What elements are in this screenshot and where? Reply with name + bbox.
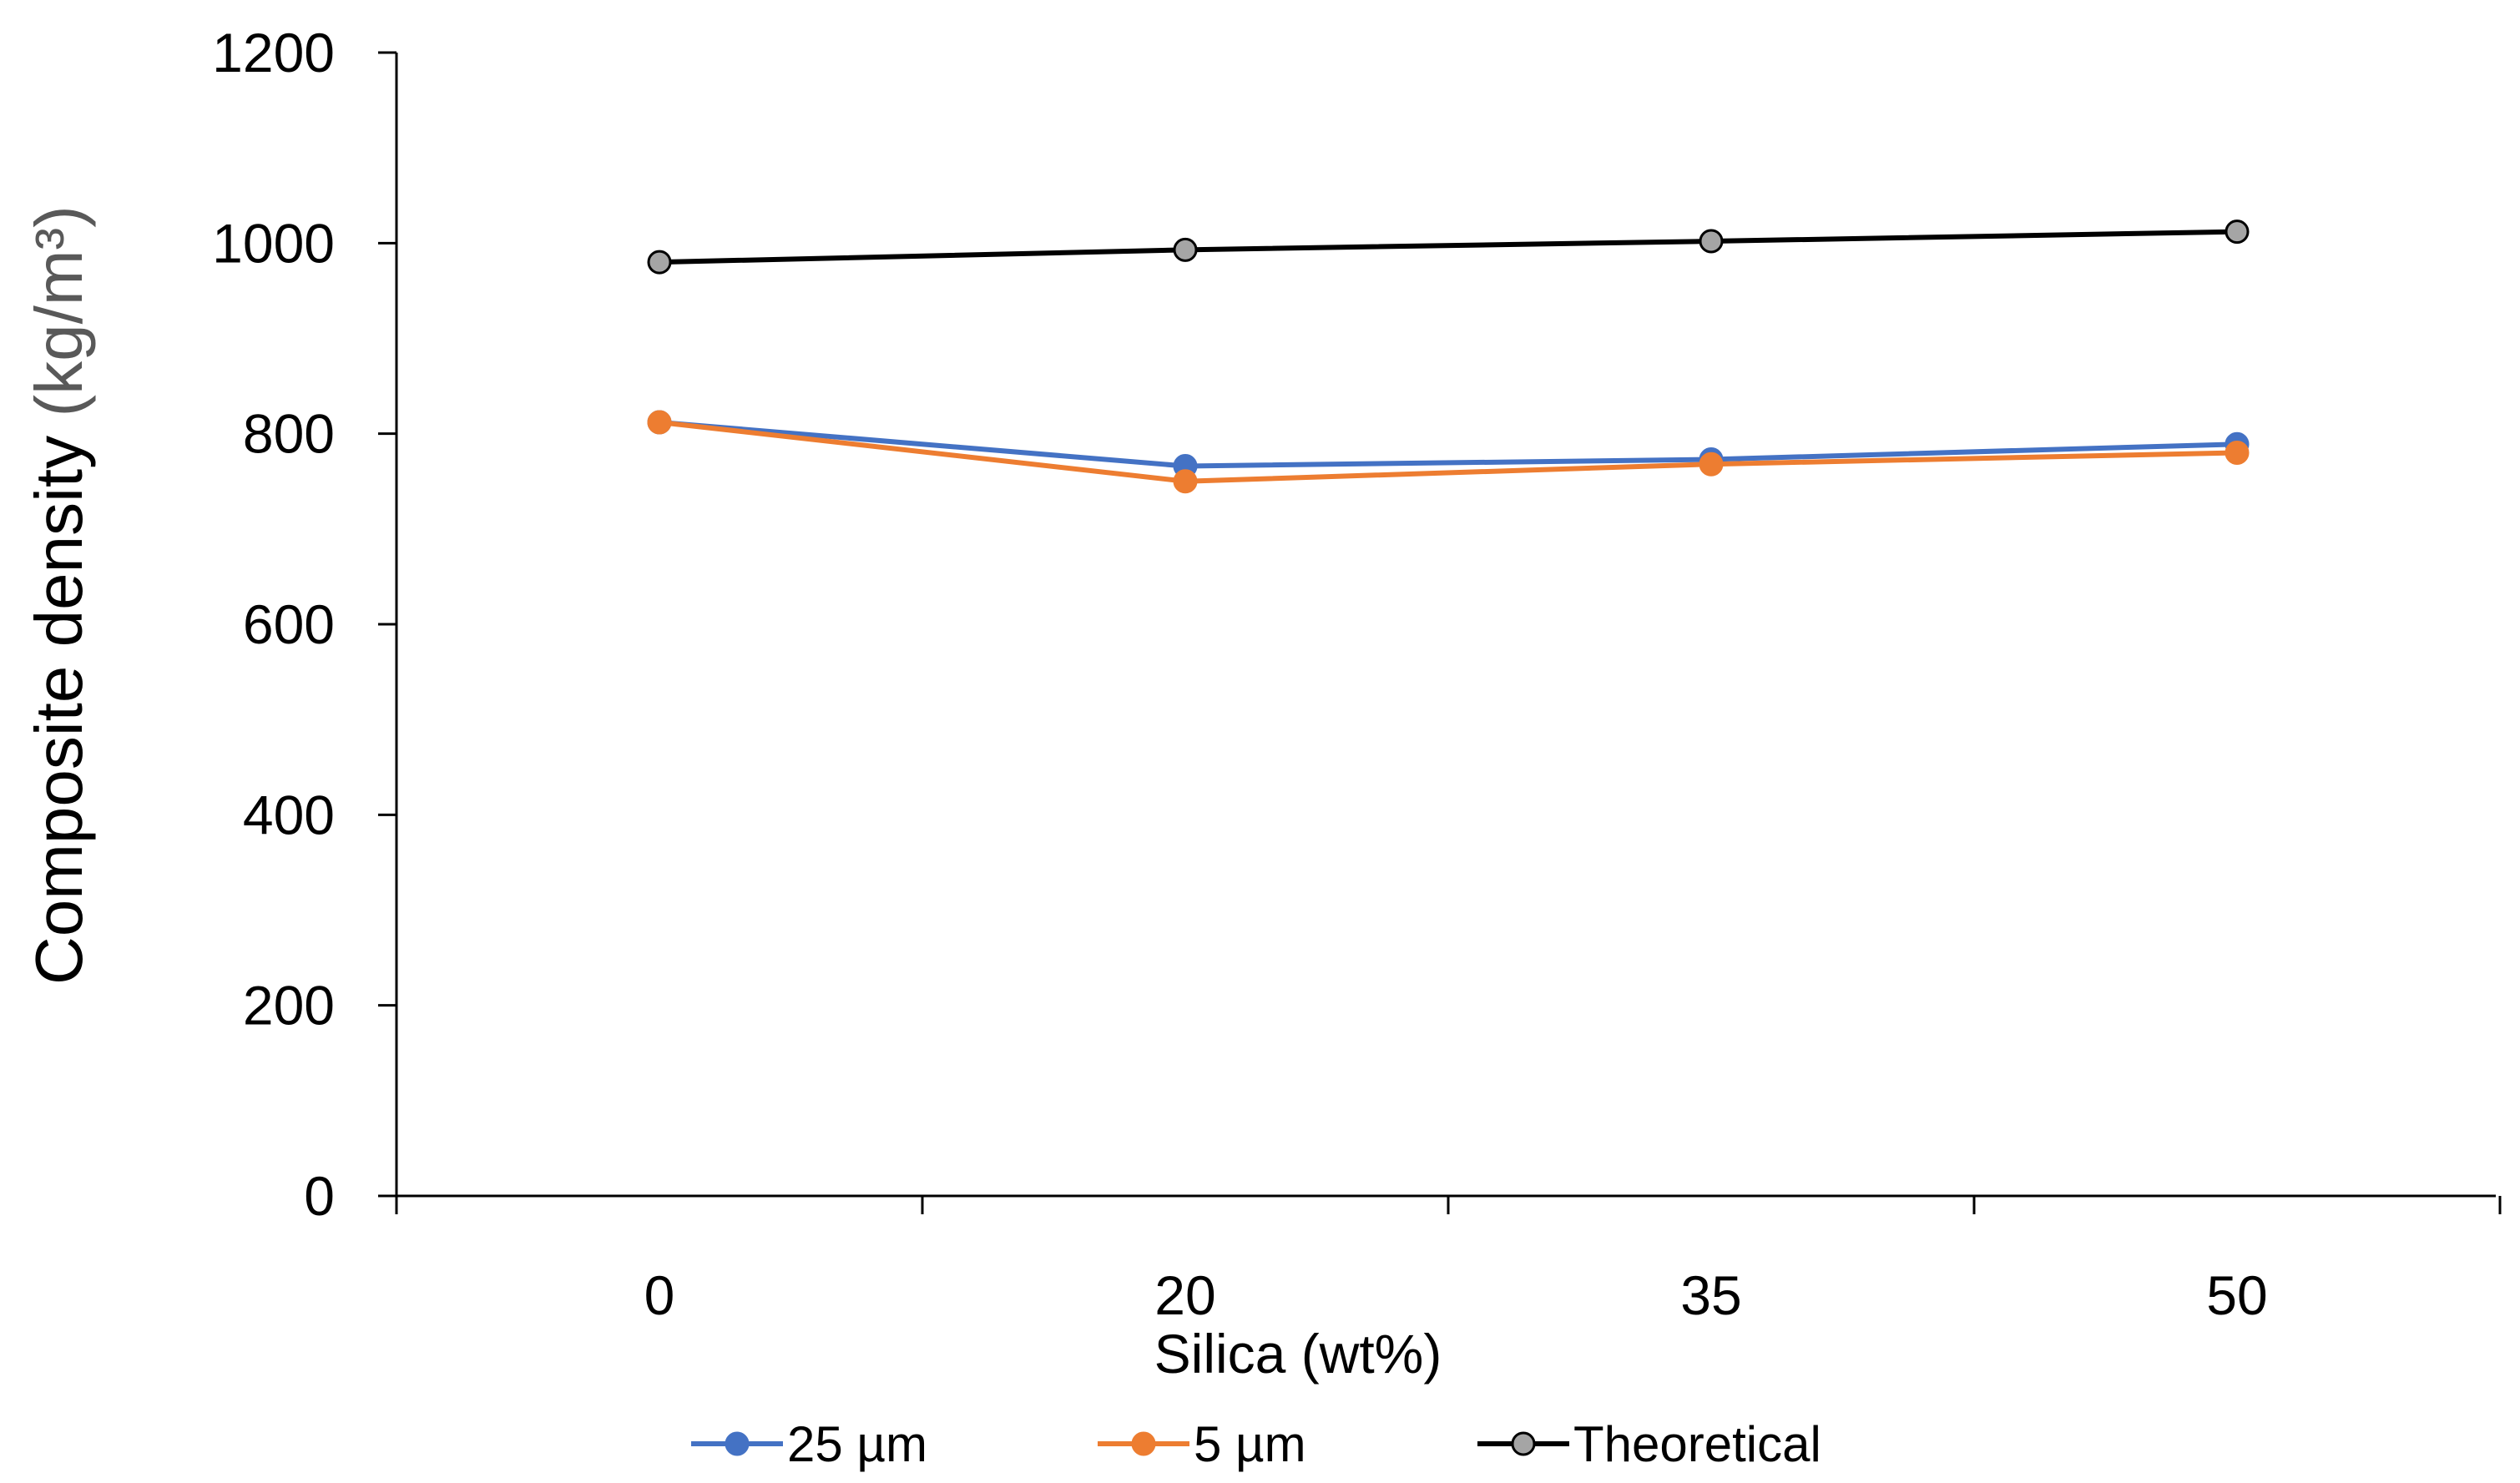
legend: 25 µm 5 µm Theoretical xyxy=(691,1416,1821,1472)
y-axis-title: Composite density (kg/m³) xyxy=(22,205,96,985)
legend-item-25-m: 25 µm xyxy=(691,1416,927,1472)
legend-marker-25-m xyxy=(725,1431,750,1456)
legend-marker-5-m xyxy=(1131,1431,1156,1456)
point-5-m-35 xyxy=(1699,451,1724,477)
x-tick-label-20: 20 xyxy=(1154,1264,1215,1326)
y-tick-label-800: 800 xyxy=(243,403,335,465)
y-axis-title-unit: (kg/m³) xyxy=(22,205,96,416)
series-line-25-m xyxy=(659,419,2238,469)
legend-label-25-m: 25 µm xyxy=(787,1416,927,1472)
series-25-m xyxy=(647,410,2250,478)
legend-label-5-m: 5 µm xyxy=(1194,1416,1306,1472)
point-theoretical-20 xyxy=(1173,237,1198,262)
point-theoretical-35 xyxy=(1699,229,1724,254)
series-theoretical xyxy=(647,219,2250,275)
y-tick-label-1200: 1200 xyxy=(212,22,335,83)
x-tick-label-50: 50 xyxy=(2206,1264,2267,1326)
series-5-m xyxy=(647,410,2250,494)
series-line-theoretical xyxy=(659,229,2238,265)
point-5-m-0 xyxy=(647,410,672,435)
series-layer xyxy=(647,219,2250,494)
x-tick-label-35: 35 xyxy=(1680,1264,1741,1326)
point-5-m-50 xyxy=(2225,441,2250,465)
y-tick-label-0: 0 xyxy=(304,1165,335,1227)
y-tick-label-1000: 1000 xyxy=(212,212,335,274)
point-5-m-20 xyxy=(1173,469,1198,494)
y-tick-label-200: 200 xyxy=(243,975,335,1037)
x-tick-label-0: 0 xyxy=(644,1264,675,1326)
y-tick-label-600: 600 xyxy=(243,593,335,655)
series-line-5-m xyxy=(659,419,2238,484)
point-theoretical-50 xyxy=(2225,219,2250,245)
point-theoretical-0 xyxy=(647,250,672,275)
x-axis-title: Silica (wt%) xyxy=(1154,1323,1442,1385)
y-tick-label-400: 400 xyxy=(243,784,335,845)
plot-axes: 0 200 400 600 800 1000 1200 0 20 35 50 xyxy=(212,22,2502,1326)
legend-item-theoretical: Theoretical xyxy=(1477,1416,1821,1472)
y-axis-title-main: Composite density xyxy=(22,436,96,985)
legend-marker-theoretical xyxy=(1511,1431,1536,1456)
legend-item-5-m: 5 µm xyxy=(1098,1416,1306,1472)
legend-label-theoretical: Theoretical xyxy=(1573,1416,1821,1472)
